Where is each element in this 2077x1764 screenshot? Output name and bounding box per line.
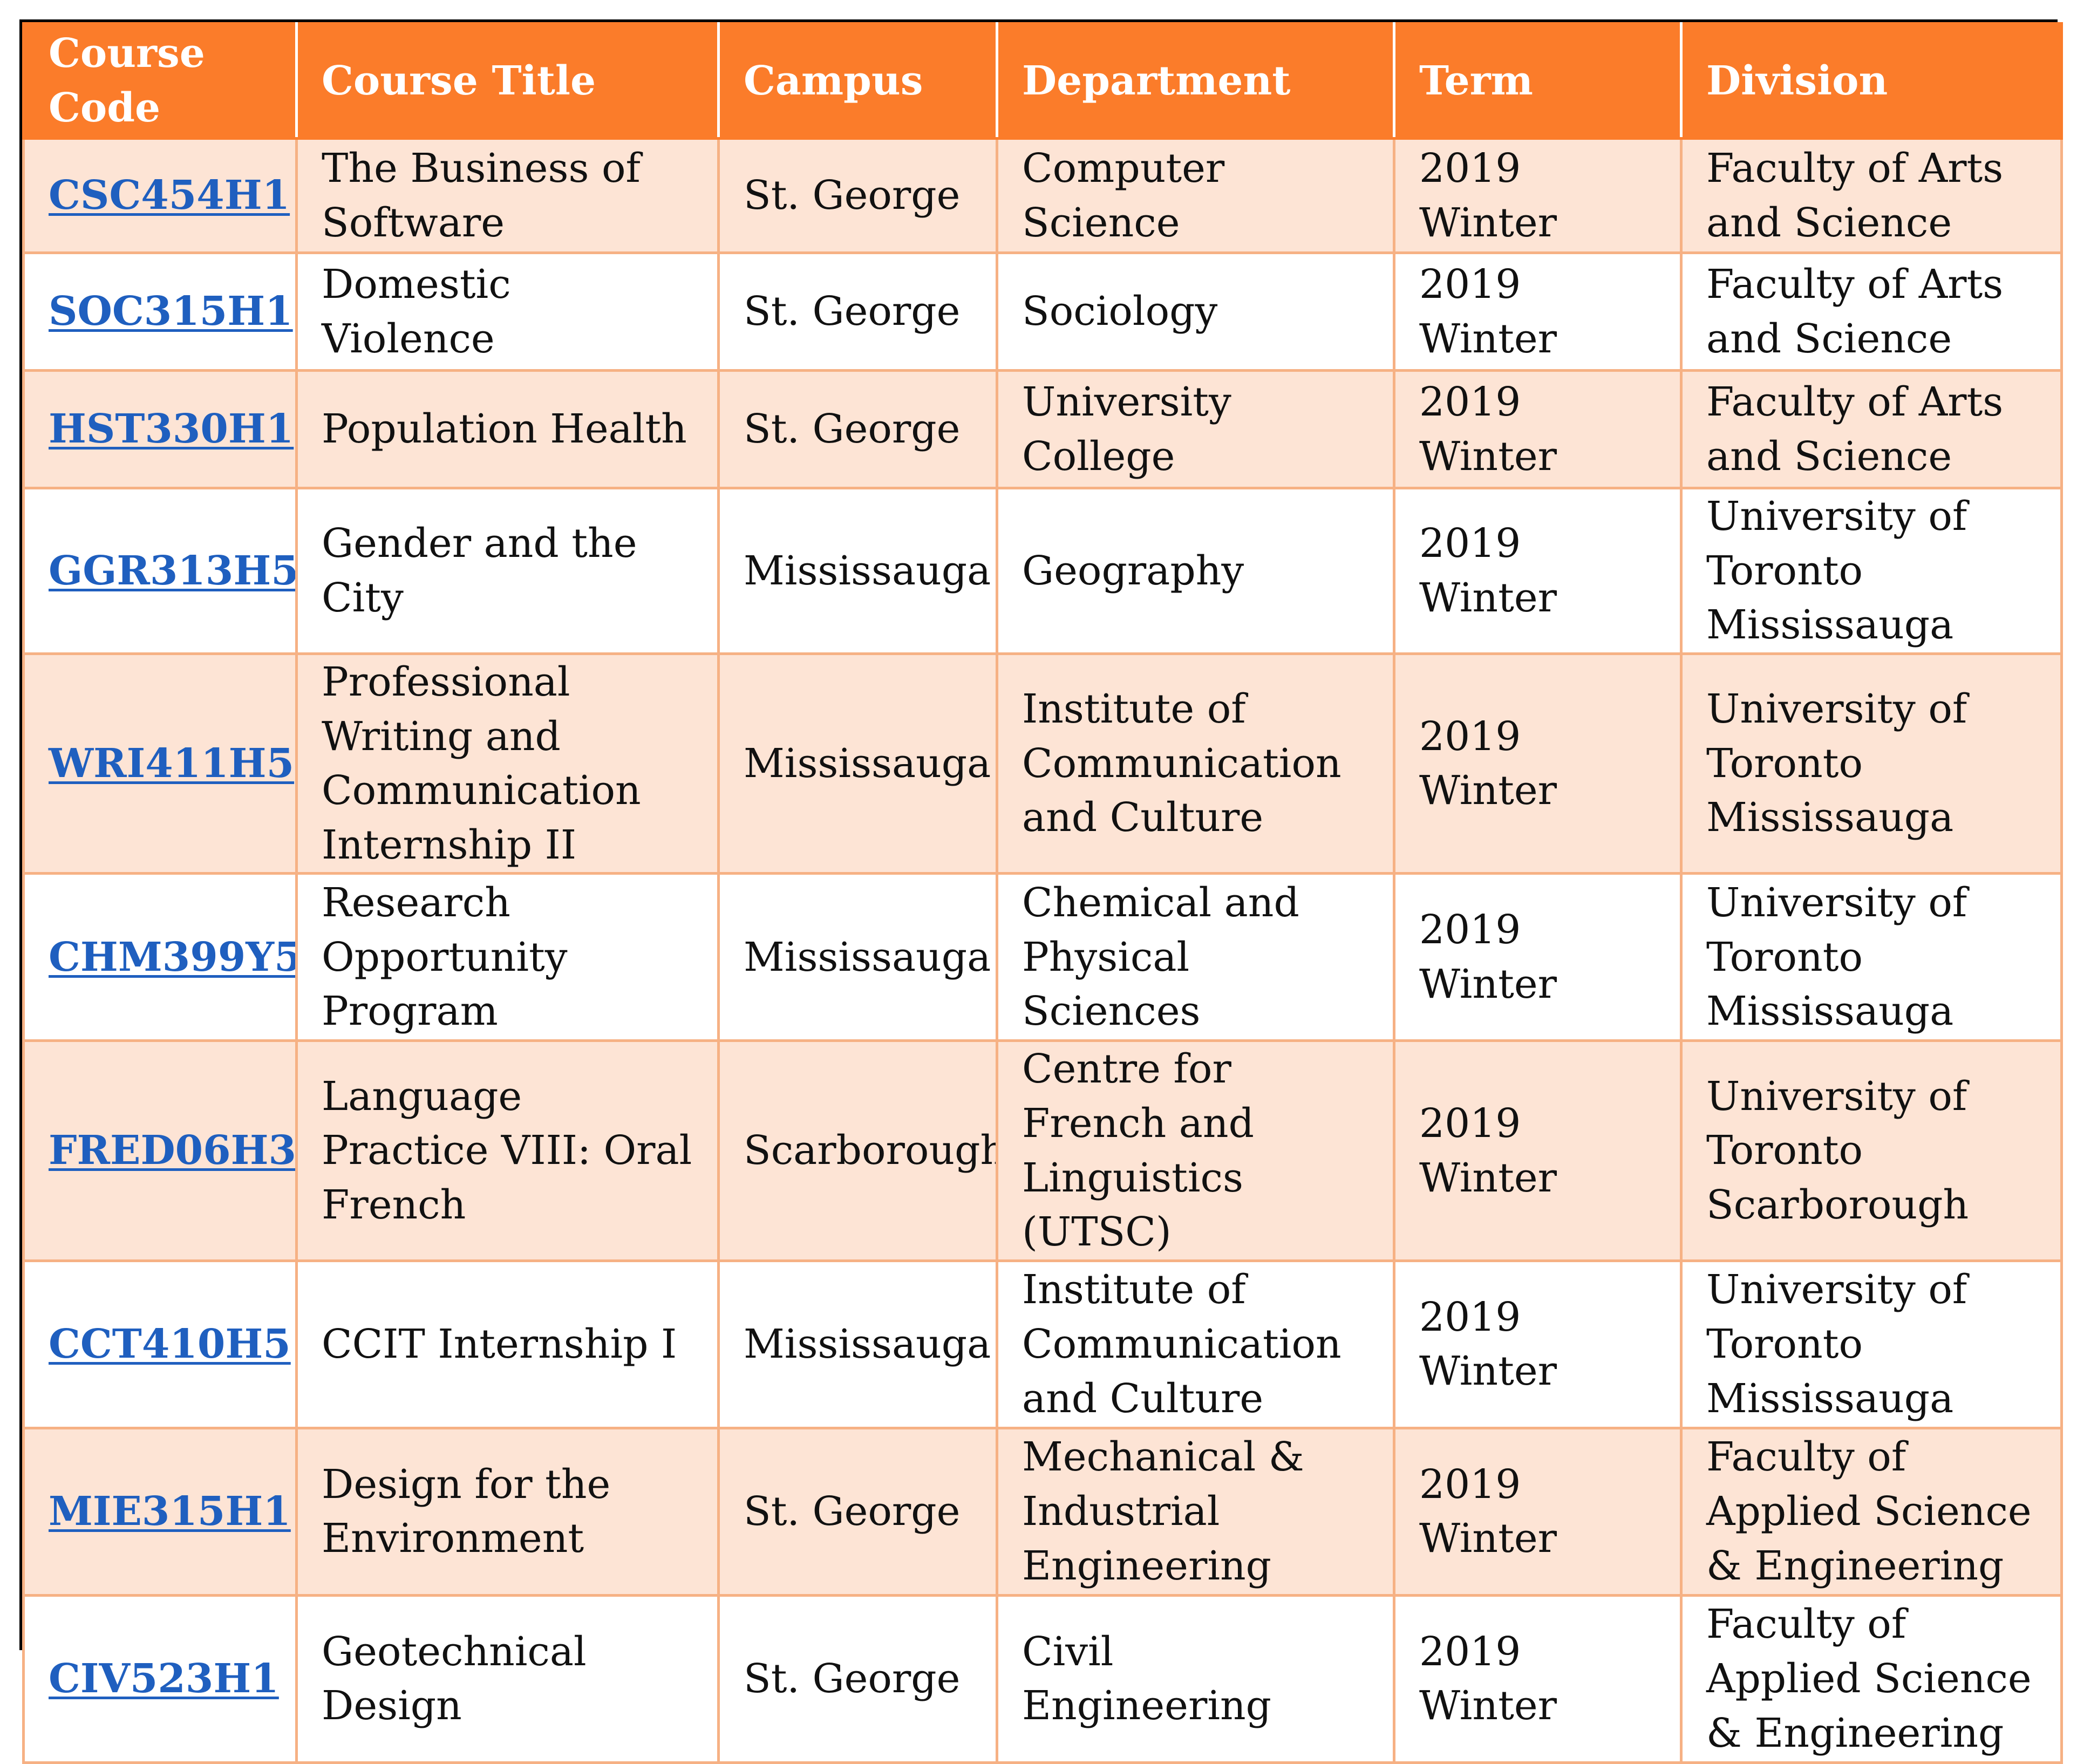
cell-division: University of Toronto Mississauga bbox=[1680, 1259, 2063, 1429]
header-course-code: Course Code bbox=[22, 22, 298, 140]
course-code-link[interactable]: HST330H1 bbox=[49, 406, 294, 453]
cell-term: 2019 Winter bbox=[1393, 1039, 1683, 1262]
cell-course-title: Population Health bbox=[295, 369, 720, 489]
table-row: CIV523H1 Geotechnical Design St. George … bbox=[22, 1593, 2063, 1764]
cell-course-title: Professional Writing and Communication I… bbox=[295, 652, 720, 875]
table-body: CSC454H1 The Business of Software St. Ge… bbox=[22, 137, 2063, 1764]
cell-campus: St. George bbox=[717, 1426, 998, 1597]
table-row: WRI411H5 Professional Writing and Commun… bbox=[22, 652, 2063, 875]
table-row: GGR313H5 Gender and the City Mississauga… bbox=[22, 487, 2063, 655]
cell-campus: Scarborough bbox=[717, 1039, 998, 1262]
cell-campus: Mississauga bbox=[717, 652, 998, 875]
cell-campus: St. George bbox=[717, 369, 998, 489]
cell-course-title: Domestic Violence bbox=[295, 251, 720, 372]
cell-department: Geography bbox=[996, 487, 1395, 655]
cell-course-title: Design for the Environment bbox=[295, 1426, 720, 1597]
cell-course-code: CCT410H5 bbox=[22, 1259, 298, 1429]
cell-term: 2019 Winter bbox=[1393, 251, 1683, 372]
cell-campus: St. George bbox=[717, 1593, 998, 1764]
cell-department: University College bbox=[996, 369, 1395, 489]
cell-division: University of Toronto Mississauga bbox=[1680, 487, 2063, 655]
cell-term: 2019 Winter bbox=[1393, 652, 1683, 875]
cell-division: Faculty of Arts and Science bbox=[1680, 369, 2063, 489]
table-row: SOC315H1 Domestic Violence St. George So… bbox=[22, 251, 2063, 372]
course-table: Course Code Course Title Campus Departme… bbox=[22, 22, 2063, 1764]
cell-department: Mechanical & Industrial Engineering bbox=[996, 1426, 1395, 1597]
cell-department: Computer Science bbox=[996, 137, 1395, 254]
cell-division: Faculty of Applied Science & Engineering bbox=[1680, 1593, 2063, 1764]
cell-course-code: HST330H1 bbox=[22, 369, 298, 489]
table-row: HST330H1 Population Health St. George Un… bbox=[22, 369, 2063, 489]
cell-course-code: CSC454H1 bbox=[22, 137, 298, 254]
cell-course-title: CCIT Internship I bbox=[295, 1259, 720, 1429]
cell-course-code: SOC315H1 bbox=[22, 251, 298, 372]
cell-division: Faculty of Applied Science & Engineering bbox=[1680, 1426, 2063, 1597]
cell-department: Centre for French and Linguistics (UTSC) bbox=[996, 1039, 1395, 1262]
header-course-title: Course Title bbox=[295, 22, 720, 140]
cell-division: Faculty of Arts and Science bbox=[1680, 251, 2063, 372]
cell-term: 2019 Winter bbox=[1393, 1593, 1683, 1764]
cell-campus: St. George bbox=[717, 137, 998, 254]
header-campus: Campus bbox=[717, 22, 998, 140]
cell-division: University of Toronto Scarborough bbox=[1680, 1039, 2063, 1262]
course-table-frame: Course Code Course Title Campus Departme… bbox=[19, 19, 2063, 1764]
cell-term: 2019 Winter bbox=[1393, 1426, 1683, 1597]
cell-term: 2019 Winter bbox=[1393, 1259, 1683, 1429]
cell-course-code: CIV523H1 bbox=[22, 1593, 298, 1764]
cell-course-title: Gender and the City bbox=[295, 487, 720, 655]
cell-division: University of Toronto Mississauga bbox=[1680, 872, 2063, 1043]
cell-campus: St. George bbox=[717, 251, 998, 372]
table-row: CSC454H1 The Business of Software St. Ge… bbox=[22, 137, 2063, 254]
header-row: Course Code Course Title Campus Departme… bbox=[22, 22, 2063, 140]
header-division: Division bbox=[1680, 22, 2063, 140]
course-code-link[interactable]: SOC315H1 bbox=[49, 288, 293, 335]
header-department: Department bbox=[996, 22, 1395, 140]
course-code-link[interactable]: GGR313H5 bbox=[49, 547, 297, 594]
course-code-link[interactable]: CHM399Y5 bbox=[49, 934, 297, 980]
table-row: CCT410H5 CCIT Internship I Mississauga I… bbox=[22, 1259, 2063, 1429]
cell-course-title: Language Practice VIII: Oral French bbox=[295, 1039, 720, 1262]
cell-department: Institute of Communication and Culture bbox=[996, 652, 1395, 875]
course-code-link[interactable]: FRED06H3 bbox=[49, 1127, 296, 1174]
table-row: CHM399Y5 Research Opportunity Program Mi… bbox=[22, 872, 2063, 1043]
cell-department: Chemical and Physical Sciences bbox=[996, 872, 1395, 1043]
course-code-link[interactable]: WRI411H5 bbox=[49, 740, 295, 787]
course-code-link[interactable]: CCT410H5 bbox=[49, 1321, 291, 1368]
cell-course-code: FRED06H3 bbox=[22, 1039, 298, 1262]
cell-campus: Mississauga bbox=[717, 487, 998, 655]
cell-department: Civil Engineering bbox=[996, 1593, 1395, 1764]
cell-course-code: CHM399Y5 bbox=[22, 872, 298, 1043]
cell-course-title: Geotechnical Design bbox=[295, 1593, 720, 1764]
table-row: FRED06H3 Language Practice VIII: Oral Fr… bbox=[22, 1039, 2063, 1262]
course-code-link[interactable]: MIE315H1 bbox=[49, 1488, 291, 1535]
cell-course-title: The Business of Software bbox=[295, 137, 720, 254]
cell-division: Faculty of Arts and Science bbox=[1680, 137, 2063, 254]
cell-department: Sociology bbox=[996, 251, 1395, 372]
table-row: MIE315H1 Design for the Environment St. … bbox=[22, 1426, 2063, 1597]
cell-term: 2019 Winter bbox=[1393, 369, 1683, 489]
cell-campus: Mississauga bbox=[717, 1259, 998, 1429]
cell-campus: Mississauga bbox=[717, 872, 998, 1043]
header-term: Term bbox=[1393, 22, 1683, 140]
cell-term: 2019 Winter bbox=[1393, 137, 1683, 254]
course-code-link[interactable]: CSC454H1 bbox=[49, 172, 290, 219]
cell-course-code: MIE315H1 bbox=[22, 1426, 298, 1597]
table-header: Course Code Course Title Campus Departme… bbox=[22, 22, 2063, 140]
cell-term: 2019 Winter bbox=[1393, 487, 1683, 655]
cell-course-title: Research Opportunity Program bbox=[295, 872, 720, 1043]
cell-course-code: GGR313H5 bbox=[22, 487, 298, 655]
cell-department: Institute of Communication and Culture bbox=[996, 1259, 1395, 1429]
cell-course-code: WRI411H5 bbox=[22, 652, 298, 875]
cell-term: 2019 Winter bbox=[1393, 872, 1683, 1043]
cell-division: University of Toronto Mississauga bbox=[1680, 652, 2063, 875]
course-code-link[interactable]: CIV523H1 bbox=[49, 1656, 279, 1702]
